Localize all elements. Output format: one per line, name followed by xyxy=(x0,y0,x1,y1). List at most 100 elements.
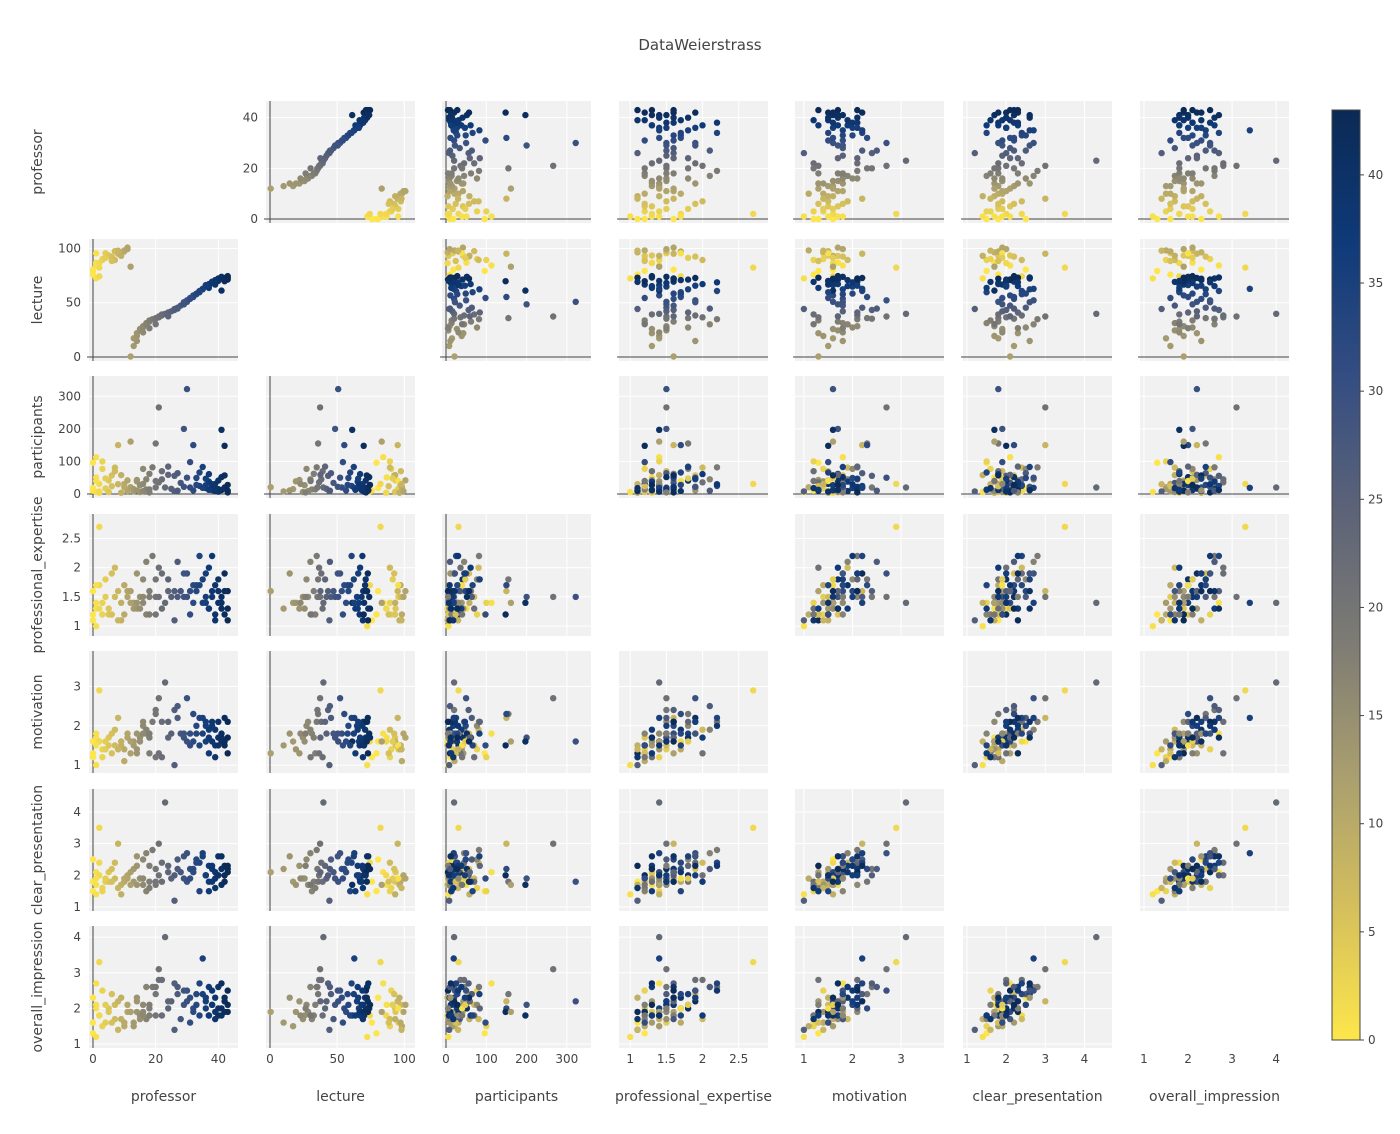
data-point xyxy=(839,142,846,149)
data-point xyxy=(641,117,648,124)
data-point xyxy=(1162,182,1170,190)
data-point xyxy=(462,132,469,139)
data-point xyxy=(355,570,362,577)
data-point xyxy=(318,570,325,577)
data-point xyxy=(212,611,219,618)
data-point xyxy=(692,200,699,207)
data-point xyxy=(634,1026,641,1034)
data-point xyxy=(829,438,837,445)
data-point xyxy=(1010,342,1018,350)
data-point xyxy=(1193,605,1201,612)
data-point xyxy=(627,1033,634,1041)
data-point xyxy=(677,875,684,882)
data-point xyxy=(351,714,358,722)
data-point xyxy=(205,888,213,895)
data-point xyxy=(641,1019,648,1026)
data-point xyxy=(297,730,304,737)
data-point xyxy=(1171,884,1179,892)
data-point xyxy=(345,474,352,482)
cell-background xyxy=(619,926,768,1048)
data-point xyxy=(1014,309,1022,316)
data-point xyxy=(363,472,370,479)
data-point xyxy=(834,122,842,129)
data-point xyxy=(820,190,827,197)
data-point xyxy=(572,878,579,885)
data-point xyxy=(199,955,206,962)
data-point xyxy=(205,470,213,478)
data-point xyxy=(829,335,837,342)
data-point xyxy=(995,385,1002,393)
data-point xyxy=(193,722,200,729)
data-point xyxy=(648,1012,656,1019)
data-point xyxy=(202,570,209,577)
data-point xyxy=(670,706,677,714)
data-point xyxy=(1003,124,1010,131)
data-point xyxy=(171,617,178,624)
data-point xyxy=(1167,342,1174,350)
data-point xyxy=(1202,853,1209,860)
data-point xyxy=(641,1012,648,1019)
data-point xyxy=(1010,1001,1018,1008)
data-point xyxy=(196,980,203,987)
data-point xyxy=(462,297,470,304)
data-point xyxy=(987,617,994,624)
data-point xyxy=(146,750,153,757)
data-point xyxy=(161,484,169,491)
data-point xyxy=(280,742,287,749)
data-point xyxy=(304,718,312,725)
data-point xyxy=(152,865,159,873)
data-point xyxy=(1149,488,1157,496)
data-point xyxy=(1198,337,1205,345)
data-point xyxy=(656,252,663,259)
data-point xyxy=(677,441,684,449)
data-point xyxy=(327,714,335,722)
data-point xyxy=(1206,208,1214,215)
data-point xyxy=(854,463,861,470)
data-point xyxy=(1193,155,1201,162)
data-point xyxy=(1042,313,1049,320)
data-point xyxy=(1026,980,1033,987)
data-point xyxy=(859,599,866,606)
data-point xyxy=(820,987,827,994)
data-point xyxy=(221,442,228,449)
data-point xyxy=(444,587,452,595)
data-point xyxy=(373,459,380,466)
data-point xyxy=(839,481,846,489)
data-point xyxy=(839,611,846,618)
data-point xyxy=(810,256,817,264)
data-point xyxy=(854,587,861,595)
data-point xyxy=(648,468,656,475)
data-point xyxy=(815,1030,822,1037)
data-point xyxy=(1003,593,1010,601)
data-point xyxy=(133,570,141,577)
data-point xyxy=(389,738,396,745)
y-tick-label: 0 xyxy=(73,350,81,364)
data-point xyxy=(656,208,663,215)
data-point xyxy=(267,587,274,595)
data-point xyxy=(447,274,454,281)
data-point xyxy=(168,593,175,601)
data-point xyxy=(656,471,663,479)
data-point xyxy=(1167,257,1174,265)
data-point xyxy=(1211,605,1218,612)
data-point xyxy=(883,313,890,320)
data-point xyxy=(102,875,109,882)
data-point xyxy=(883,570,890,577)
data-point xyxy=(634,106,641,114)
data-point xyxy=(1189,170,1196,177)
data-point xyxy=(102,738,109,745)
data-point xyxy=(1215,734,1223,741)
data-point xyxy=(1211,587,1218,595)
cell-lecture-vs-professor xyxy=(87,239,238,361)
data-point xyxy=(377,210,384,218)
data-point xyxy=(102,593,109,601)
data-point xyxy=(224,1001,231,1008)
data-point xyxy=(648,311,656,318)
data-point xyxy=(395,1005,402,1012)
data-point xyxy=(174,856,181,863)
data-point xyxy=(995,750,1002,757)
x-axis-title: clear_presentation xyxy=(972,1089,1102,1105)
data-point xyxy=(825,442,832,449)
data-point xyxy=(307,477,314,485)
